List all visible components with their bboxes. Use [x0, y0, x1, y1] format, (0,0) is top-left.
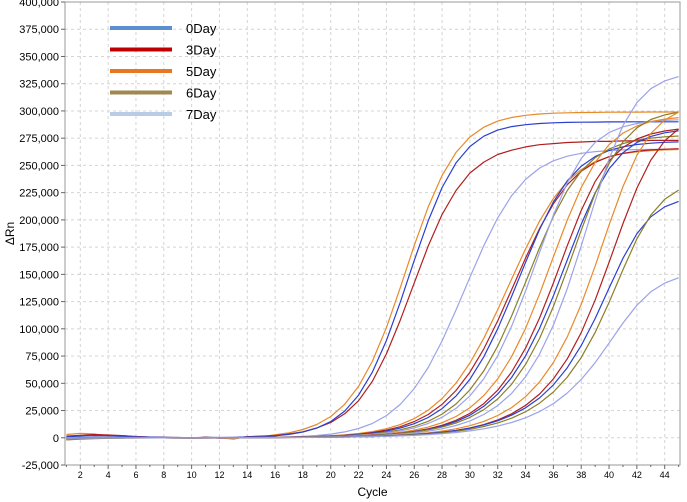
x-tick-label: 30 — [465, 470, 475, 480]
x-tick-label: 12 — [214, 470, 224, 480]
y-tick-label: 75,000 — [25, 351, 59, 363]
y-tick-label: 375,000 — [19, 24, 59, 36]
x-axis-title: Cycle — [357, 485, 387, 499]
x-tick-label: 34 — [521, 470, 531, 480]
y-tick-label: 125,000 — [19, 297, 59, 309]
x-tick-label: 10 — [187, 470, 197, 480]
x-tick-label: 16 — [270, 470, 280, 480]
x-tick-label: 2 — [78, 470, 83, 480]
y-axis-title: ΔRn — [3, 222, 17, 245]
x-tick-label: 36 — [548, 470, 558, 480]
y-tick-label: 200,000 — [19, 215, 59, 227]
legend-label-0day: 0Day — [186, 21, 217, 36]
y-tick-label: 350,000 — [19, 51, 59, 63]
y-tick-label: 25,000 — [25, 406, 59, 418]
y-tick-label: 50,000 — [25, 378, 59, 390]
x-tick-label: 22 — [354, 470, 364, 480]
y-tick-label: 0 — [53, 433, 59, 445]
series-line-7day — [66, 277, 679, 439]
legend-label-6day: 6Day — [186, 86, 217, 101]
x-tick-label: 20 — [326, 470, 336, 480]
series-layer — [66, 76, 679, 441]
x-tick-label: 42 — [632, 470, 642, 480]
legend-label-5day: 5Day — [186, 64, 217, 79]
x-tick-label: 24 — [381, 470, 391, 480]
x-tick-label: 6 — [133, 470, 138, 480]
x-tick-label: 28 — [437, 470, 447, 480]
x-tick-label: 44 — [660, 470, 670, 480]
y-tick-label: 325,000 — [19, 79, 59, 91]
y-tick-label: 300,000 — [19, 106, 59, 118]
y-tick-label: 225,000 — [19, 188, 59, 200]
legend: 0Day 3Day 5Day 6Day 7Day — [110, 21, 217, 122]
x-tick-label: 40 — [604, 470, 614, 480]
x-axis: 2 4 6 8 10 12 14 16 18 20 22 24 26 28 30 32 34 36 38 40 42 44 — [65, 465, 680, 480]
legend-label-3day: 3Day — [186, 43, 217, 58]
y-tick-label: -25,000 — [22, 460, 59, 472]
y-tick-label: 275,000 — [19, 133, 59, 145]
y-tick-label: 400,000 — [19, 0, 59, 9]
x-tick-label: 32 — [493, 470, 503, 480]
x-tick-label: 18 — [298, 470, 308, 480]
x-tick-label: 26 — [409, 470, 419, 480]
x-tick-label: 14 — [242, 470, 252, 480]
legend-label-7day: 7Day — [186, 107, 217, 122]
y-tick-label: 100,000 — [19, 324, 59, 336]
y-axis: -25,000 0 25,000 50,000 75,000 100,000 125,000… — [19, 0, 65, 472]
x-tick-label: 4 — [106, 470, 111, 480]
x-tick-label: 38 — [576, 470, 586, 480]
y-tick-label: 175,000 — [19, 242, 59, 254]
y-tick-label: 150,000 — [19, 269, 59, 281]
x-tick-label: 8 — [161, 470, 166, 480]
y-tick-label: 250,000 — [19, 160, 59, 172]
